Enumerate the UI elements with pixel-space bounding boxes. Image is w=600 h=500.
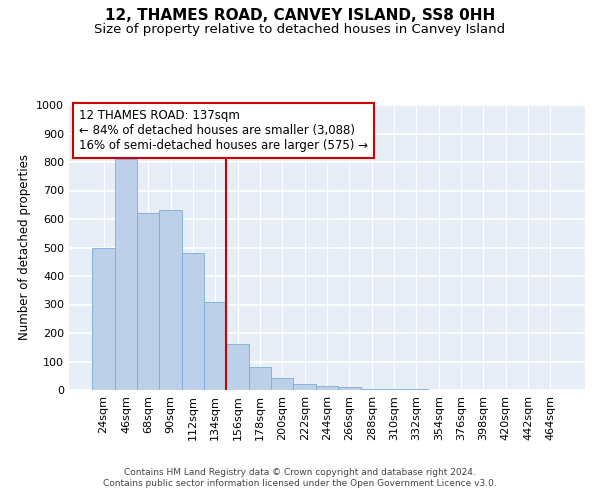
Text: Contains HM Land Registry data © Crown copyright and database right 2024.
Contai: Contains HM Land Registry data © Crown c… — [103, 468, 497, 487]
Bar — [338, 387, 361, 390]
Bar — [226, 344, 249, 390]
Bar — [137, 214, 160, 390]
Bar — [316, 386, 338, 390]
Bar — [293, 384, 316, 390]
Bar — [271, 378, 293, 390]
Text: Size of property relative to detached houses in Canvey Island: Size of property relative to detached ho… — [94, 22, 506, 36]
Bar — [92, 248, 115, 390]
Bar — [204, 302, 226, 390]
Bar — [383, 389, 405, 390]
Text: 12, THAMES ROAD, CANVEY ISLAND, SS8 0HH: 12, THAMES ROAD, CANVEY ISLAND, SS8 0HH — [105, 8, 495, 22]
Bar — [361, 388, 383, 390]
Bar — [160, 210, 182, 390]
Bar — [249, 367, 271, 390]
Bar — [115, 159, 137, 390]
Bar — [182, 253, 204, 390]
Y-axis label: Number of detached properties: Number of detached properties — [17, 154, 31, 340]
Text: 12 THAMES ROAD: 137sqm
← 84% of detached houses are smaller (3,088)
16% of semi-: 12 THAMES ROAD: 137sqm ← 84% of detached… — [79, 110, 368, 152]
